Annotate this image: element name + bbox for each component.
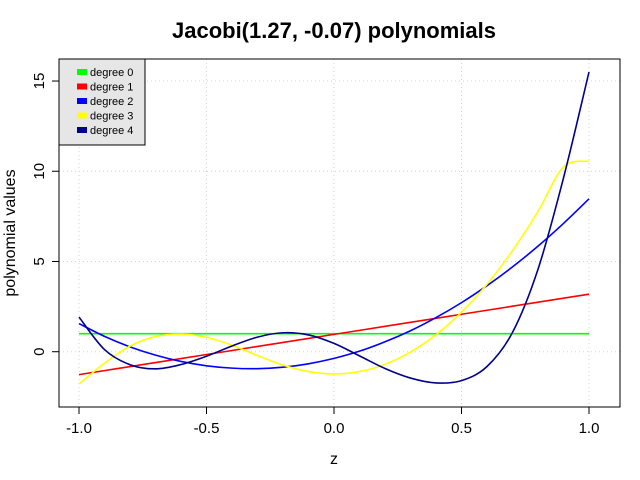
legend-swatch-degree-4: [77, 127, 87, 133]
y-axis-label: polynomial values: [2, 169, 19, 296]
series-line-degree-4: [78, 71, 590, 384]
y-tick-label: 5: [31, 257, 48, 265]
legend-box: [58, 58, 146, 146]
series-line-degree-2: [78, 198, 590, 370]
legend-swatch-degree-1: [77, 83, 87, 90]
x-tick-label: -0.5: [194, 420, 220, 437]
legend-label-degree-1: degree 1: [90, 82, 133, 94]
legend-swatch-degree-0: [77, 69, 87, 75]
y-tick-label: 15: [31, 73, 48, 90]
plot-lines: [78, 71, 590, 385]
series-line-degree-3: [78, 160, 590, 385]
series-line-degree-1: [78, 293, 590, 376]
legend-swatch-degree-3: [77, 112, 87, 119]
y-tick-label: 0: [31, 348, 48, 356]
legend: degree 0 degree 1 degree 2 degree 3 degree 4: [58, 58, 146, 146]
legend-label-degree-0: degree 0: [90, 67, 133, 79]
legend-label-degree-4: degree 4: [90, 125, 133, 137]
x-tick-label: 1.0: [579, 420, 600, 437]
x-axis: -1.0 -0.5 0.0 0.5 1.0: [66, 407, 599, 437]
x-tick-label: 0.0: [324, 420, 345, 437]
x-axis-label: z: [330, 451, 338, 468]
legend-swatch-degree-2: [77, 98, 87, 104]
grid: [59, 59, 620, 407]
legend-label-degree-3: degree 3: [90, 111, 133, 123]
plot-frame: [58, 58, 621, 408]
chart-title: Jacobi(1.27, -0.07) polynomials: [172, 18, 496, 43]
x-tick-label: -1.0: [66, 420, 92, 437]
y-tick-label: 10: [31, 163, 48, 180]
legend-label-degree-2: degree 2: [90, 96, 133, 108]
x-tick-label: 0.5: [451, 420, 472, 437]
y-axis: 0 5 10 15: [31, 73, 59, 356]
